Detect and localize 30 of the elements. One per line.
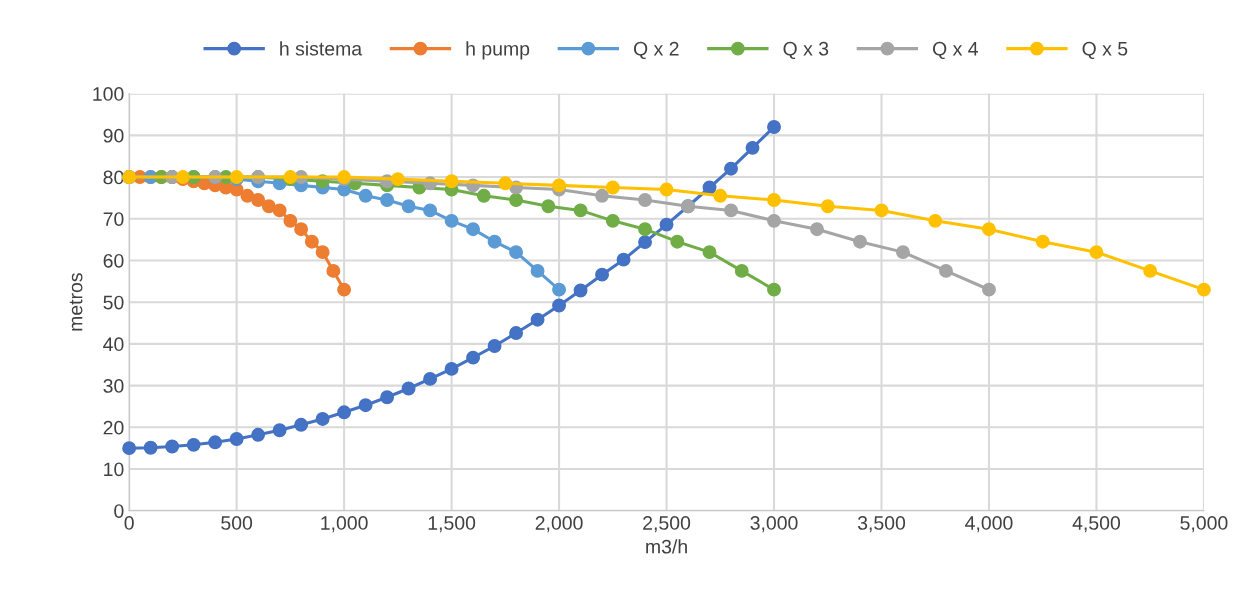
legend-label: h pump <box>466 41 530 60</box>
x-tick-label: 4,500 <box>1072 516 1121 533</box>
y-tick-label: 40 <box>103 337 124 352</box>
x-tick-label: 2,000 <box>535 516 583 533</box>
x-tick-label: 5,000 <box>1180 516 1228 533</box>
x-tick-label: 4,000 <box>965 516 1013 533</box>
y-tick-label: 70 <box>103 212 124 226</box>
legend-label: Q x 5 <box>1082 41 1128 60</box>
x-axis-title: m3/h <box>646 539 687 554</box>
x-tick-label: 500 <box>221 516 253 530</box>
y-tick-label: 50 <box>103 295 124 310</box>
legend-label: Q x 3 <box>783 41 829 60</box>
y-tick-label: 90 <box>103 128 124 143</box>
y-tick-label: 60 <box>103 253 124 268</box>
x-tick-label: 3,500 <box>857 516 906 533</box>
x-tick-label: 0 <box>124 516 134 530</box>
x-tick-label: 2,500 <box>643 516 691 533</box>
legend-label: Q x 4 <box>933 41 978 60</box>
y-axis-title: metros <box>69 273 83 331</box>
x-tick-label: 1,500 <box>428 516 476 533</box>
y-tick-label: 10 <box>104 462 124 477</box>
y-tick-label: 80 <box>103 170 124 185</box>
x-tick-label: 1,000 <box>321 516 368 533</box>
x-tick-label: 3,000 <box>750 516 798 533</box>
y-tick-label: 30 <box>103 379 124 393</box>
y-tick-label: 100 <box>93 87 124 101</box>
legend-label: Q x 2 <box>633 41 679 60</box>
y-tick-label: 0 <box>114 504 124 518</box>
y-tick-label: 20 <box>103 420 124 435</box>
legend-label: h sistema <box>280 41 363 56</box>
